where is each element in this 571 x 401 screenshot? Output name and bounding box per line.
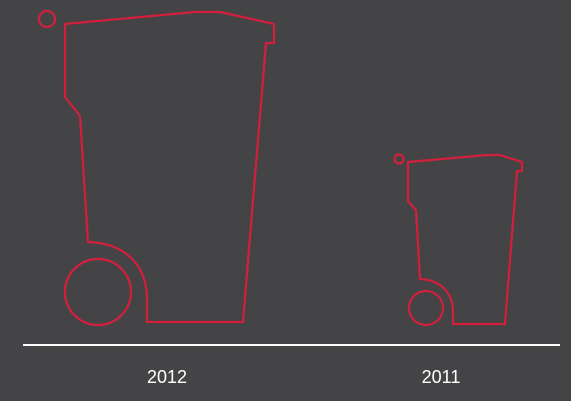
year-label: 2011: [422, 367, 461, 387]
pictograph: 2012 2011: [0, 0, 571, 401]
page: 2012 2011 (() => { const data = JSON.par…: [0, 0, 571, 401]
year-label: 2012: [147, 367, 187, 387]
